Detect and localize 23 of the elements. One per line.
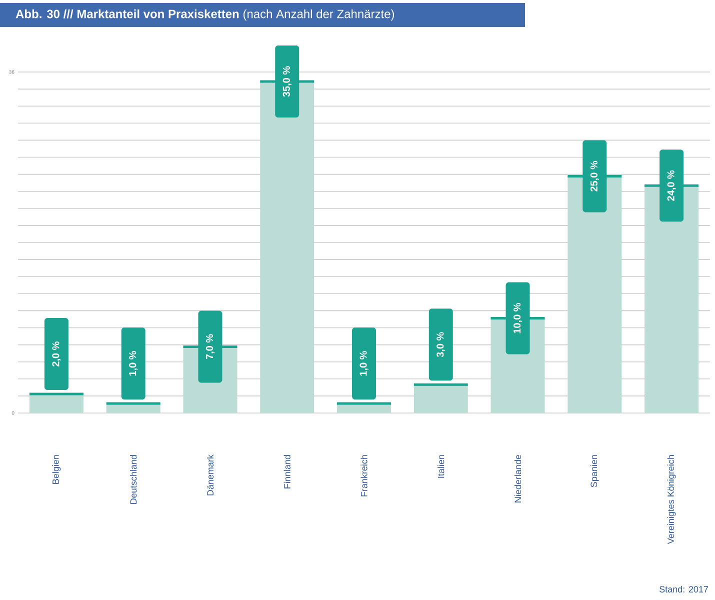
x-tick-label: Finnland [284, 455, 290, 488]
bar [29, 394, 84, 413]
x-tick-label: Spanien [590, 455, 599, 488]
chart-subtitle: (nach Anzahl der Zahnärzte) [243, 9, 394, 21]
data-label: 7,0 % [206, 334, 214, 360]
data-label: 1,0 % [129, 351, 138, 376]
x-tick-label: Dänemark [206, 454, 214, 496]
data-label: 3,0 % [436, 332, 446, 358]
data-label: 2,0 % [52, 342, 61, 366]
text: Stand: 2017 [660, 586, 708, 592]
bar [414, 384, 468, 413]
x-tick-label: Vereinigtes Königreich [667, 455, 676, 544]
data-label: 10,0 % [514, 302, 522, 334]
x-tick-label: Belgien [52, 455, 61, 484]
x-tick-label: Niederlande [514, 454, 522, 502]
data-label: 35,0 % [282, 66, 292, 97]
x-tick-label: Frankreich [360, 455, 368, 496]
x-tick-label: Deutschland [130, 455, 137, 504]
data-label: 1,0 % [360, 351, 368, 376]
x-tick-label: Italien [438, 455, 444, 478]
data-label: 24,0 % [667, 170, 676, 201]
chart-title: Abb. 30 /// Marktanteil von Praxisketten [16, 9, 239, 18]
data-label: 25,0 % [590, 160, 599, 192]
